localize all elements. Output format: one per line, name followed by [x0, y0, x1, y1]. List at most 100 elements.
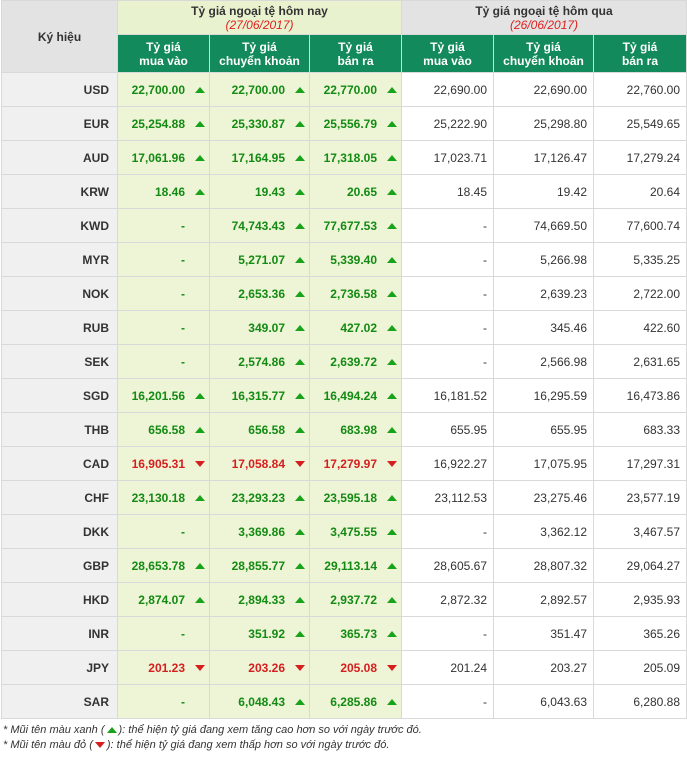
today-sell-cell: 25,556.79	[308, 106, 403, 141]
today-buy-cell: -	[117, 344, 210, 379]
up-arrow-icon	[295, 189, 305, 196]
today-transfer-cell: 2,894.33	[209, 582, 310, 617]
yesterday-buy-value: 22,690.00	[401, 72, 495, 107]
up-arrow-icon	[295, 121, 305, 128]
today-sell-value: 20.65	[346, 184, 378, 199]
today-buy-cell: 25,254.88	[117, 106, 210, 141]
up-arrow-icon	[387, 393, 398, 400]
exchange-rate-table: Ký hiệu Tỷ giá ngoại tệ hôm nay (27/06/2…	[1, 0, 687, 719]
currency-symbol: KRW	[1, 174, 118, 209]
up-arrow-icon	[295, 427, 305, 434]
up-arrow-icon	[195, 121, 205, 128]
currency-symbol: INR	[1, 616, 118, 651]
yesterday-sell-value: 2,935.93	[593, 582, 687, 617]
up-arrow-icon	[195, 427, 205, 434]
today-buy-value: 22,700.00	[131, 82, 185, 97]
today-transfer-value: 25,330.87	[231, 116, 285, 131]
green-up-arrow-icon	[106, 727, 117, 734]
up-arrow-icon	[295, 631, 305, 638]
rate-table-body: USD 22,700.00 22,700.00 22,770.00 22,690.00 2…	[1, 72, 687, 719]
today-sell-value: 2,736.58	[330, 286, 378, 301]
today-transfer-cell: 2,574.86	[209, 344, 310, 379]
today-sell-cell: 23,595.18	[308, 480, 403, 515]
currency-symbol: AUD	[1, 140, 118, 175]
down-arrow-icon	[295, 461, 305, 468]
up-arrow-icon	[387, 495, 398, 502]
yesterday-buy-value: 16,922.27	[401, 446, 495, 481]
up-arrow-icon	[195, 155, 205, 162]
yesterday-transfer-value: 22,690.00	[493, 72, 595, 107]
currency-symbol: USD	[1, 72, 118, 107]
today-rates-header: Tỷ giá ngoại tệ hôm nay (27/06/2017)	[116, 0, 403, 35]
today-buy-cell: 17,061.96	[117, 140, 210, 175]
yesterday-buy-value: -	[401, 276, 495, 311]
today-sell-value: 23,595.18	[323, 490, 378, 505]
up-arrow-icon	[295, 155, 305, 162]
yesterday-buy-value: 17,023.71	[401, 140, 495, 175]
currency-symbol: SEK	[1, 344, 118, 379]
today-buy-value: 23,130.18	[131, 490, 185, 505]
today-sell-cell: 29,113.14	[308, 548, 403, 583]
currency-symbol: EUR	[1, 106, 118, 141]
today-sell-cell: 5,339.40	[308, 242, 403, 277]
today-buy-value: -	[181, 626, 185, 641]
today-buy-cell: -	[117, 310, 210, 345]
yesterday-buy-value: 28,605.67	[401, 548, 495, 583]
today-buy-value: -	[181, 694, 185, 709]
table-row: KWD -74,743.43 77,677.53-74,669.50 77,600.7…	[1, 208, 687, 243]
up-arrow-icon	[387, 257, 398, 264]
today-transfer-value: 656.58	[248, 422, 285, 437]
yesterday-transfer-value: 28,807.32	[493, 548, 595, 583]
today-sell-cell: 683.98	[308, 412, 403, 447]
today-transfer-value: 2,653.36	[238, 286, 285, 301]
today-transfer-cell: 28,855.77	[209, 548, 310, 583]
down-arrow-icon	[195, 665, 205, 672]
up-arrow-icon	[387, 121, 398, 128]
yesterday-sell-value: 16,473.86	[593, 378, 687, 413]
today-buy-cell: 2,874.07	[117, 582, 210, 617]
today-transfer-cell: 17,058.84	[209, 446, 310, 481]
today-sell-cell: 17,279.97	[308, 446, 403, 481]
today-transfer-value: 74,743.43	[231, 218, 285, 233]
today-sell-value: 22,770.00	[323, 82, 378, 97]
today-transfer-value: 349.07	[248, 320, 285, 335]
yesterday-transfer-value: 6,043.63	[493, 684, 595, 719]
table-row: SEK -2,574.86 2,639.72-2,566.98 2,631.65	[1, 344, 687, 379]
table-row: AUD 17,061.96 17,164.95 17,318.05 17,023.71 1…	[1, 140, 687, 175]
up-arrow-icon	[387, 699, 398, 706]
today-title: Tỷ giá ngoại tệ hôm nay	[191, 3, 328, 18]
up-arrow-icon	[387, 155, 398, 162]
today-transfer-cell: 203.26	[209, 650, 310, 685]
today-sell-value: 6,285.86	[330, 694, 378, 709]
yesterday-transfer-value: 74,669.50	[493, 208, 595, 243]
yesterday-sell-value: 77,600.74	[593, 208, 687, 243]
down-arrow-icon	[387, 461, 398, 468]
currency-symbol: SAR	[1, 684, 118, 719]
today-buy-value: 17,061.96	[131, 150, 185, 165]
currency-symbol: RUB	[1, 310, 118, 345]
yesterday-transfer-value: 203.27	[493, 650, 595, 685]
up-arrow-icon	[387, 87, 398, 94]
today-buy-value: 16,905.31	[131, 456, 185, 471]
table-row: RUB -349.07 427.02-345.46 422.60	[1, 310, 687, 345]
yesterday-sell-value: 17,297.31	[593, 446, 687, 481]
currency-symbol: MYR	[1, 242, 118, 277]
today-sell-value: 17,279.97	[323, 456, 378, 471]
up-arrow-icon	[195, 597, 205, 604]
table-row: SGD 16,201.56 16,315.77 16,494.24 16,181.52 1…	[1, 378, 687, 413]
today-sell-value: 17,318.05	[323, 150, 378, 165]
today-transfer-cell: 17,164.95	[209, 140, 310, 175]
yesterday-transfer-value: 16,295.59	[493, 378, 595, 413]
currency-symbol: CAD	[1, 446, 118, 481]
currency-symbol: KWD	[1, 208, 118, 243]
up-arrow-icon	[387, 597, 398, 604]
yesterday-buy-value: 25,222.90	[401, 106, 495, 141]
today-sell-value: 683.98	[340, 422, 378, 437]
today-sell-cell: 16,494.24	[308, 378, 403, 413]
today-transfer-value: 17,164.95	[231, 150, 285, 165]
today-sell-value: 427.02	[340, 320, 378, 335]
today-sell-cell: 2,736.58	[308, 276, 403, 311]
today-buy-cell: 16,201.56	[117, 378, 210, 413]
yesterday-sell-value: 29,064.27	[593, 548, 687, 583]
yesterday-date: (26/06/2017)	[509, 17, 579, 32]
